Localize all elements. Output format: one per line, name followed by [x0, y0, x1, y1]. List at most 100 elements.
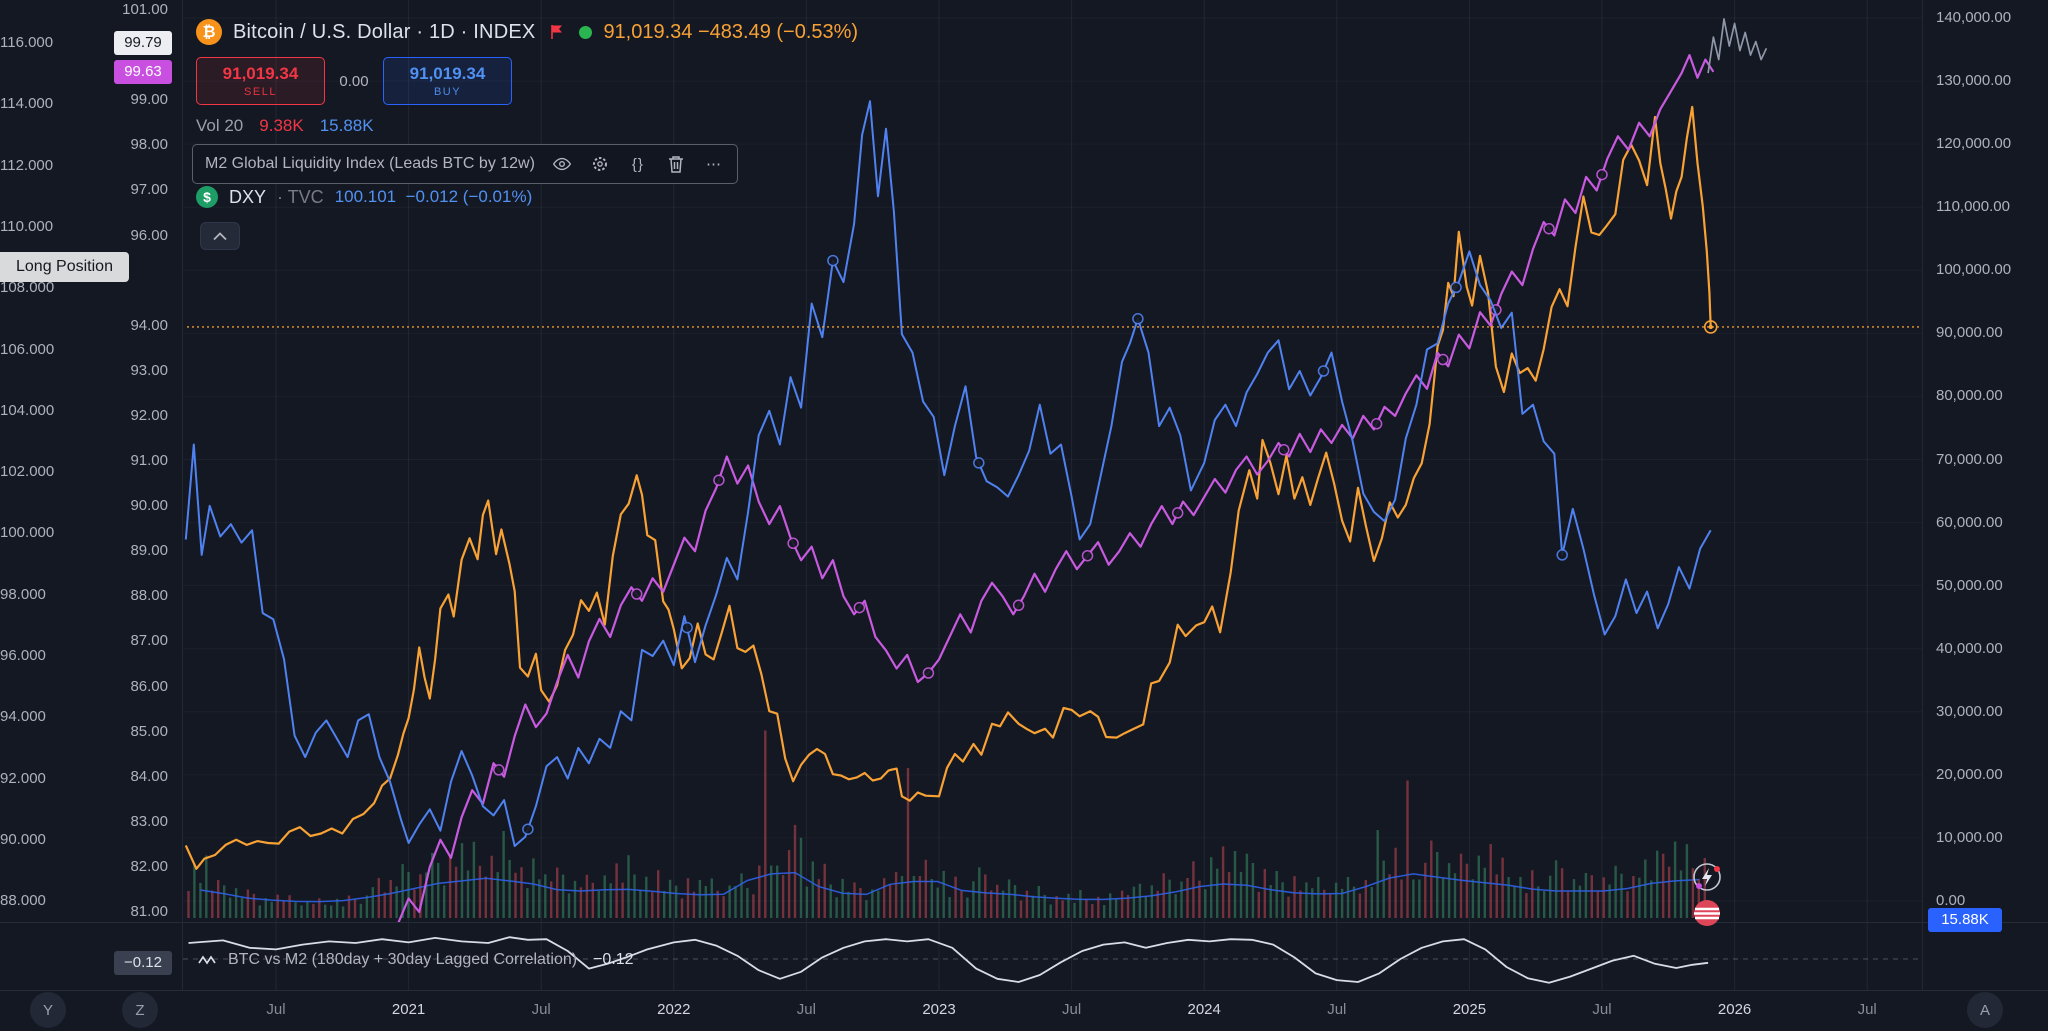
price-label-dxy: 116.000 [0, 34, 54, 51]
correlation-title: BTC vs M2 (180day + 30day Lagged Correla… [228, 951, 578, 968]
price-label-btc: 140,000.00 [1936, 9, 2012, 26]
price-label-m2: 86.00 [130, 677, 168, 695]
buy-label: BUY [433, 86, 462, 98]
volume-label: Vol 20 [196, 116, 244, 135]
price-label-btc: 60,000.00 [1936, 513, 2003, 531]
symbol-title: Bitcoin / U.S. Dollar · 1D · INDEX [233, 20, 536, 43]
price-label-dxy: 110.000 [0, 217, 54, 235]
trade-panel: 91,019.34 SELL 0.00 91,019.34 BUY [196, 57, 512, 105]
price-label-m2: 87.00 [130, 632, 168, 650]
time-label: Jul [796, 1001, 816, 1018]
price-label-m2: 99.00 [130, 91, 168, 109]
auto-scale-button[interactable]: A [1967, 992, 2003, 1028]
price-label-dxy: 108.000 [0, 279, 55, 297]
time-label: 2026 [1717, 1001, 1752, 1018]
volume-ma-value: 15.88K [319, 116, 374, 135]
price-label-m2: 93.00 [130, 361, 168, 379]
price-label-dxy: 106.000 [0, 340, 55, 358]
time-label: 2021 [391, 1001, 426, 1018]
dxy-exchange: · TVC [277, 186, 324, 207]
more-options-icon[interactable]: ⋯ [705, 156, 722, 173]
last-price-and-change: 91,019.34 −483.49 (−0.53%) [603, 20, 859, 43]
price-label-dxy: 96.000 [0, 647, 46, 664]
price-label-m2: 90.00 [130, 497, 168, 515]
price-label-m2: 97.00 [130, 181, 168, 199]
time-label: 2023 [922, 1001, 956, 1018]
indicator-legend-m2[interactable]: M2 Global Liquidity Index (Leads BTC by … [192, 144, 738, 184]
price-label-btc: 120,000.00 [1936, 135, 2012, 153]
price-label-btc: 30,000.00 [1936, 702, 2003, 720]
price-label-btc: 0.00 [1936, 892, 1966, 909]
price-label-m2: 101.00 [122, 1, 168, 18]
btc-logo-icon: ₿ [196, 19, 222, 45]
correlation-value: −0.12 [593, 951, 634, 968]
price-label-btc: 10,000.00 [1936, 828, 2003, 846]
flag-icon[interactable] [546, 21, 568, 43]
price-label-m2: 91.00 [130, 452, 168, 469]
time-label: 2025 [1452, 1001, 1487, 1018]
dxy-logo-icon: $ [196, 186, 218, 208]
settings-gear-icon[interactable] [589, 153, 611, 175]
buy-price: 91,019.34 [409, 64, 486, 83]
volume-legend-row[interactable]: Vol 20 9.38K 15.88K [196, 116, 374, 136]
correlation-legend-row[interactable]: BTC vs M2 (180day + 30day Lagged Correla… [196, 948, 634, 972]
price-label-btc: 100,000.00 [1936, 261, 2012, 279]
price-label-m2: 81.00 [130, 903, 168, 920]
time-label: 2022 [657, 1001, 691, 1018]
price-label-dxy: 102.000 [0, 463, 55, 481]
price-label-m2: 82.00 [130, 857, 168, 875]
time-label: Jul [1062, 1001, 1082, 1018]
price-label-btc: 130,000.00 [1936, 72, 2012, 90]
price-label-m2: 92.00 [130, 406, 168, 424]
price-label-dxy: 88.000 [0, 892, 46, 910]
price-label-btc: 80,000.00 [1936, 387, 2003, 405]
time-label: 2024 [1187, 1001, 1221, 1018]
long-position-tool-label[interactable]: Long Position [0, 252, 129, 282]
market-open-icon [579, 25, 593, 39]
buy-button[interactable]: 91,019.34 BUY [383, 57, 512, 105]
price-label-dxy: 98.000 [0, 585, 46, 603]
source-code-icon[interactable]: {} [631, 155, 644, 173]
price-label-dxy: 90.000 [0, 830, 46, 848]
price-label-btc: 20,000.00 [1936, 765, 2003, 783]
price-label-dxy: 92.000 [0, 769, 46, 787]
volume-current-value: 9.38K [259, 116, 304, 135]
time-label: Jul [1592, 1001, 1612, 1018]
price-label-m2: 84.00 [130, 767, 168, 785]
m2-lead-value-badge: 99.79 [114, 31, 172, 55]
price-label-btc: 50,000.00 [1936, 576, 2003, 594]
time-label: Jul [1327, 1001, 1347, 1018]
dxy-value-and-change: 100.101 −0.012 (−0.01%) [335, 187, 533, 207]
scale-button-z[interactable]: Z [122, 992, 158, 1028]
dxy-change: −0.012 (−0.01%) [405, 187, 533, 206]
price-label-btc: 70,000.00 [1936, 450, 2003, 468]
time-scale[interactable] [0, 990, 2048, 1031]
price-label-m2: 85.00 [130, 722, 168, 740]
m2-indicator-logo-icon[interactable] [1690, 896, 1724, 930]
time-label: Jul [1857, 1001, 1877, 1018]
sell-price: 91,019.34 [222, 64, 299, 83]
m2-value-badge: 99.63 [114, 60, 172, 84]
symbol-legend-row[interactable]: ₿ Bitcoin / U.S. Dollar · 1D · INDEX 91,… [196, 16, 858, 48]
price-label-m2: 88.00 [130, 587, 168, 605]
trash-icon[interactable] [665, 153, 687, 175]
scale-button-y[interactable]: Y [30, 992, 66, 1028]
indicator-legend-dxy[interactable]: $ DXY · TVC 100.101 −0.012 (−0.01%) [196, 184, 532, 210]
price-label-dxy: 104.000 [0, 401, 55, 419]
liquidity-indicator-logo-icon[interactable] [1690, 860, 1724, 894]
price-label-btc: 40,000.00 [1936, 639, 2003, 657]
zigzag-line-icon [196, 949, 218, 971]
price-label-btc: 110,000.00 [1936, 198, 2010, 216]
dxy-symbol: DXY [229, 186, 267, 207]
time-label: Jul [266, 1001, 286, 1018]
eye-icon[interactable] [551, 153, 573, 175]
spread-value: 0.00 [339, 72, 369, 90]
volume-ma-badge: 15.88K [1928, 908, 2002, 932]
sell-button[interactable]: 91,019.34 SELL [196, 57, 325, 105]
correlation-value-badge: −0.12 [114, 951, 172, 975]
chevron-up-icon [213, 231, 227, 240]
price-label-m2: 89.00 [130, 542, 168, 560]
legend-collapse-button[interactable] [200, 222, 240, 250]
